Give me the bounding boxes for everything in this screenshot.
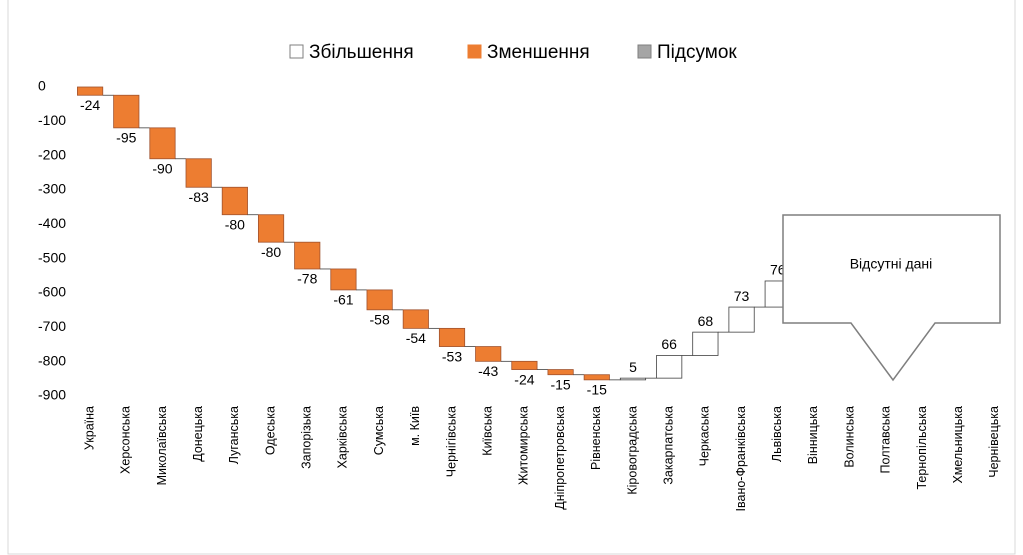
value-label: -80 [225,216,245,232]
x-tick-label: Україна [82,406,96,450]
bar [728,306,755,333]
x-tick-label: м. Київ [408,406,422,446]
bar [149,127,176,160]
bar [185,158,212,188]
x-tick-label: Одеська [263,406,277,455]
x-tick-label: Хмельницька [951,406,965,484]
bar [257,214,285,243]
x-tick-label: Черкаська [698,406,712,466]
legend-label: Зменшення [487,42,590,63]
value-label: -54 [406,330,426,346]
value-label: -78 [297,271,317,287]
y-tick-label: -500 [38,249,66,265]
bar [77,86,104,96]
x-tick-label: Запорізька [300,406,314,469]
x-tick-label: Кіровоградська [625,406,639,495]
value-label: -24 [80,97,100,113]
x-tick-label: Волинська [842,406,856,468]
bar [692,331,719,356]
bar [402,309,429,329]
value-label: -95 [116,130,136,146]
bar [330,268,357,291]
x-tick-label: Тернопільська [915,406,929,490]
value-label: 73 [734,288,750,304]
value-label: -53 [442,348,462,364]
x-tick-label: Донецька [191,406,205,462]
x-tick-label: Дніпропетровська [553,406,567,510]
y-tick-label: -200 [38,146,66,162]
x-tick-label: Миколаївська [155,406,169,485]
x-tick-label: Рівненська [589,406,603,470]
value-label: -90 [152,160,172,176]
value-label: 76 [770,262,786,278]
value-label: 5 [629,359,637,375]
legend-label: Підсумок [657,42,737,63]
value-label: -24 [514,371,534,387]
bar [619,377,647,381]
bar [221,186,248,216]
x-tick-label: Чернівецька [987,406,1001,478]
bar [475,346,502,362]
value-label: 66 [661,336,677,352]
callout-text: Відсутні дані [850,256,933,272]
callout-shape [782,214,1001,382]
value-label: -58 [370,312,390,328]
value-label: 68 [698,313,714,329]
x-tick-label: Сумська [372,406,386,455]
x-tick-label: Чернігівська [444,406,458,477]
x-tick-label: Луганська [227,406,241,464]
y-tick-label: -700 [38,318,66,334]
bar [113,94,140,129]
bar [511,360,538,370]
x-tick-label: Полтавська [879,406,893,473]
bar [547,369,574,376]
value-label: -80 [261,244,281,260]
y-tick-label: -900 [38,387,66,403]
x-tick-label: Львівська [770,406,784,462]
x-tick-label: Житомирська [517,406,531,485]
y-tick-label: 0 [38,78,46,94]
value-label: -15 [587,382,607,398]
legend-swatch [467,44,482,59]
x-tick-label: Закарпатська [661,406,675,485]
y-tick-label: -800 [38,352,66,368]
legend-label: Збільшення [309,42,414,63]
legend-swatch [289,44,304,59]
x-tick-label: Вінницька [806,406,820,464]
value-label: -43 [478,363,498,379]
bar [438,327,466,347]
bar [583,374,610,381]
value-label: -61 [333,292,353,308]
legend-swatch [637,44,652,59]
bar [366,289,393,311]
bar [294,241,321,270]
x-tick-label: Київська [481,406,495,456]
value-label: -83 [189,189,209,205]
y-tick-label: -600 [38,284,66,300]
x-tick-label: Івано-Франківська [734,406,748,512]
x-tick-label: Херсонська [119,406,133,474]
y-tick-label: -100 [38,112,66,128]
value-label: -15 [550,376,570,392]
bar [656,355,683,379]
y-tick-label: -400 [38,215,66,231]
x-tick-label: Харківська [336,406,350,468]
y-tick-label: -300 [38,181,66,197]
